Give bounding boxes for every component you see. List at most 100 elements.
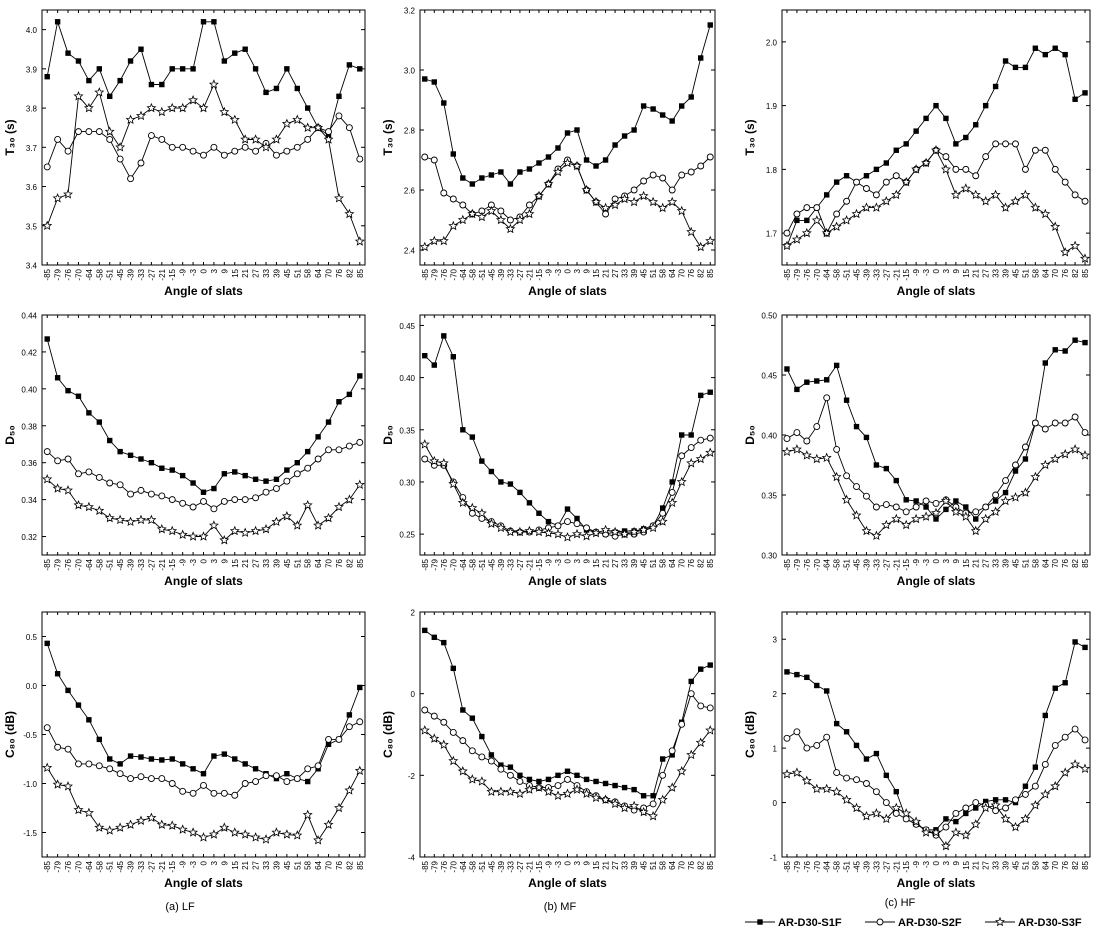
x-tick-label: 3 (573, 860, 582, 865)
x-tick-label: -85 (421, 860, 430, 872)
x-tick-label: -58 (833, 860, 842, 872)
marker-square (555, 772, 561, 779)
x-tick-label: 64 (1041, 558, 1050, 567)
marker-square (1082, 339, 1088, 346)
marker-circle (813, 741, 821, 749)
x-tick-label: -21 (525, 860, 534, 872)
marker-circle (325, 735, 332, 743)
marker-circle (459, 737, 467, 745)
marker-square (190, 480, 196, 486)
marker-circle (992, 140, 1000, 148)
x-tick-label: -64 (85, 860, 94, 872)
marker-square (242, 472, 248, 479)
x-tick-label: -33 (506, 268, 515, 280)
x-tick-label: 27 (982, 268, 991, 277)
marker-star (281, 118, 292, 129)
marker-square (138, 456, 144, 462)
x-tick-label: 85 (356, 268, 365, 277)
y-tick-label: 1.7 (766, 230, 778, 239)
marker-square (863, 434, 870, 441)
marker-square (179, 66, 186, 72)
x-tick-label: 70 (325, 268, 334, 277)
marker-square (200, 771, 207, 777)
marker-star (686, 457, 697, 468)
x-tick-label: 33 (621, 558, 630, 567)
marker-square (853, 423, 860, 430)
marker-star (495, 522, 506, 533)
marker-circle (304, 464, 312, 472)
x-axis-title: Angle of slats (164, 876, 243, 890)
x-tick-label: -51 (843, 558, 852, 570)
x-tick-label: -70 (813, 268, 822, 280)
marker-star (995, 916, 1005, 927)
x-tick-label: -45 (487, 558, 496, 570)
marker-star (705, 235, 716, 246)
x-tick-label: 51 (649, 558, 658, 567)
marker-square (431, 634, 437, 641)
y-tick-label: 0.32 (21, 533, 37, 542)
x-tick-label: -21 (892, 860, 901, 872)
marker-star (791, 767, 802, 777)
marker-square (1032, 45, 1039, 51)
marker-circle (1081, 429, 1089, 437)
marker-square (574, 127, 580, 133)
y-tick-label: 0.25 (399, 531, 415, 540)
marker-square (294, 85, 300, 92)
marker-square (814, 378, 820, 384)
marker-circle (64, 745, 72, 753)
marker-square (602, 780, 609, 787)
marker-circle (803, 437, 811, 445)
x-tick-label: -58 (95, 268, 104, 280)
x-tick-label: 21 (972, 268, 981, 277)
marker-star (476, 211, 487, 222)
y-tick-label: 2 (411, 609, 416, 618)
marker-circle (116, 770, 124, 778)
marker-square (54, 671, 61, 677)
x-tick-label: -27 (882, 860, 891, 872)
marker-square (441, 100, 447, 106)
x-tick-label: -9 (544, 860, 553, 868)
marker-circle (506, 771, 514, 779)
marker-square (431, 79, 437, 85)
marker-circle (75, 470, 82, 478)
marker-square (127, 58, 134, 64)
x-tick-label: 85 (356, 860, 365, 869)
x-tick-label: -58 (468, 558, 477, 570)
x-tick-label: -33 (872, 558, 881, 570)
x-tick-label: -45 (853, 860, 862, 872)
x-tick-label: 64 (314, 558, 323, 567)
x-tick-label: -51 (843, 268, 852, 280)
y-tick-label: -0.5 (23, 731, 37, 740)
marker-square (148, 459, 155, 466)
marker-star (940, 164, 951, 174)
marker-circle (678, 720, 686, 728)
marker-square (169, 756, 175, 762)
marker-star (1010, 492, 1021, 502)
x-tick-label: 82 (1071, 860, 1080, 869)
x-tick-label: -45 (116, 268, 125, 280)
marker-square (117, 448, 123, 455)
marker-star (1020, 813, 1031, 824)
y-axis-title: T₃₀ (s) (381, 119, 395, 155)
y-tick-label: 0 (411, 690, 416, 699)
marker-star (581, 184, 592, 195)
marker-star (63, 485, 73, 495)
marker-star (115, 822, 126, 832)
marker-star (980, 195, 991, 206)
marker-square (325, 741, 332, 747)
marker-star (429, 455, 440, 466)
marker-square (650, 106, 656, 112)
x-tick-label: 3 (942, 860, 951, 865)
x-tick-label: 51 (293, 860, 302, 869)
marker-star (861, 202, 872, 212)
x-tick-label: -27 (882, 558, 891, 570)
marker-star (198, 832, 209, 842)
marker-star (188, 94, 199, 105)
marker-star (1070, 240, 1081, 251)
marker-circle (43, 724, 51, 732)
marker-star (648, 522, 659, 533)
y-tick-label: 3.9 (26, 65, 38, 74)
marker-circle (783, 734, 791, 742)
marker-star (354, 236, 365, 246)
marker-star (980, 513, 991, 524)
